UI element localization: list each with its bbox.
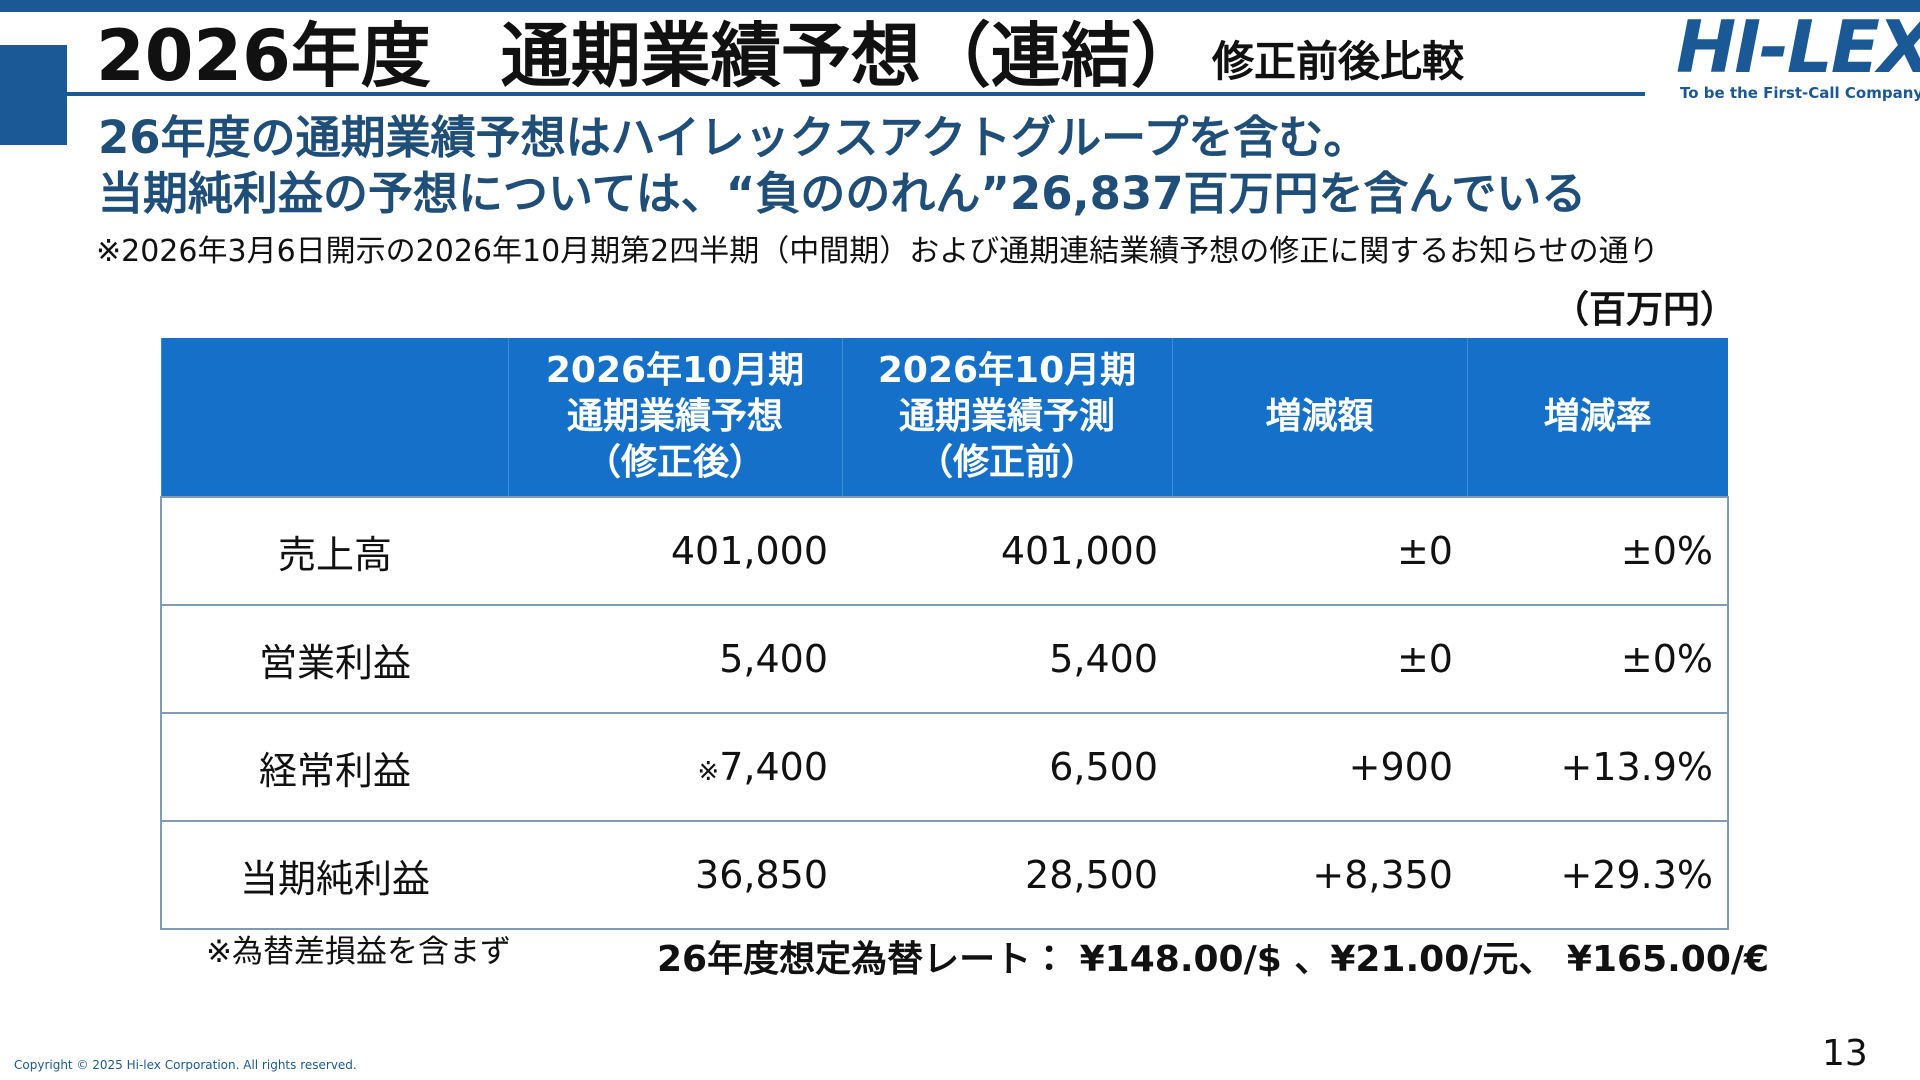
unit: （百万円） bbox=[1552, 288, 1737, 331]
row-label: 当期純利益 bbox=[160, 820, 508, 930]
value-cell: ±0% bbox=[1467, 496, 1729, 605]
table-row: 当期純利益 36,850 28,500 +8,350 +29.3% bbox=[160, 820, 1729, 930]
value-cell: 401,000 bbox=[842, 496, 1172, 605]
header-line: 増減率 bbox=[1543, 396, 1652, 437]
row-label: 売上高 bbox=[160, 496, 508, 605]
value-cell: ±0% bbox=[1467, 604, 1729, 713]
header-cell: 2026年10月期 通期業績予想 （修正後） bbox=[507, 338, 842, 497]
value-cell: +8,350 bbox=[1172, 820, 1467, 930]
value-cell: 28,500 bbox=[842, 820, 1172, 930]
copyright: Copyright © 2025 Hi-lex Corporation. All… bbox=[14, 1058, 357, 1072]
header-cell: 増減額 bbox=[1171, 338, 1467, 497]
value-cell: ±0 bbox=[1172, 604, 1467, 713]
value: 7,400 bbox=[719, 745, 828, 789]
note: ※2026年3月6日開示の2026年10月期第2四半期（中間期）および通期連結業… bbox=[96, 234, 1659, 269]
top-bar bbox=[0, 0, 1920, 12]
header-cell: 2026年10月期 通期業績予測 （修正前） bbox=[841, 338, 1172, 497]
logo: HI-LEX bbox=[1676, 5, 1920, 89]
header-line: （修正前） bbox=[916, 442, 1097, 483]
header-row: 2026年10月期 通期業績予想 （修正後） 2026年10月期 通期業績予測 （修正前）… bbox=[160, 338, 1728, 497]
header-line: 2026年10月期 bbox=[877, 350, 1137, 391]
value-cell: 5,400 bbox=[508, 604, 842, 713]
value-cell: 401,000 bbox=[508, 496, 842, 605]
fx-rate: 26年度想定為替レート： ¥148.00/$ 、¥21.00/元、 ¥165.0… bbox=[657, 939, 1770, 980]
row-label: 経常利益 bbox=[160, 712, 508, 821]
header-line: 通期業績予想 bbox=[566, 396, 783, 437]
header-cell bbox=[160, 338, 508, 497]
value-cell: 36,850 bbox=[508, 820, 842, 930]
header-line: （修正後） bbox=[584, 442, 765, 483]
table-row: 経常利益 ※7,400 6,500 +900 +13.9% bbox=[160, 712, 1729, 821]
headline: 当期純利益の予想については、“負ののれん”26,837百万円を含んでいる bbox=[98, 167, 1587, 220]
footnote: ※為替差損益を含まず bbox=[206, 934, 511, 970]
value-cell: ※7,400 bbox=[508, 712, 842, 821]
value-cell: +13.9% bbox=[1467, 712, 1729, 821]
subtitle: 修正前後比較 bbox=[1212, 37, 1465, 86]
header-line: 通期業績予測 bbox=[898, 396, 1115, 437]
row-label: 営業利益 bbox=[160, 604, 508, 713]
title: 2026年度 通期業績予想（連結） bbox=[96, 15, 1201, 97]
value-cell: +900 bbox=[1172, 712, 1467, 821]
table-row: 売上高 401,000 401,000 ±0 ±0% bbox=[160, 496, 1729, 605]
page-number: 13 bbox=[1822, 1033, 1868, 1074]
header-line: 増減額 bbox=[1265, 396, 1374, 437]
value-cell: ±0 bbox=[1172, 496, 1467, 605]
headline: 26年度の通期業績予想はハイレックスアクトグループを含む。 bbox=[98, 111, 1369, 164]
header-cell: 増減率 bbox=[1466, 338, 1728, 497]
tagline: To be the First-Call Company bbox=[1680, 84, 1920, 102]
note-mark: ※ bbox=[697, 757, 720, 787]
side-block bbox=[0, 45, 67, 145]
value-cell: 6,500 bbox=[842, 712, 1172, 821]
header-line: 2026年10月期 bbox=[545, 350, 805, 391]
value-cell: 5,400 bbox=[842, 604, 1172, 713]
title-rule bbox=[67, 92, 1645, 96]
table-row: 営業利益 5,400 5,400 ±0 ±0% bbox=[160, 604, 1729, 713]
forecast-table: 2026年10月期 通期業績予想 （修正後） 2026年10月期 通期業績予測 （修正前）… bbox=[160, 338, 1729, 930]
value-cell: +29.3% bbox=[1467, 820, 1729, 930]
